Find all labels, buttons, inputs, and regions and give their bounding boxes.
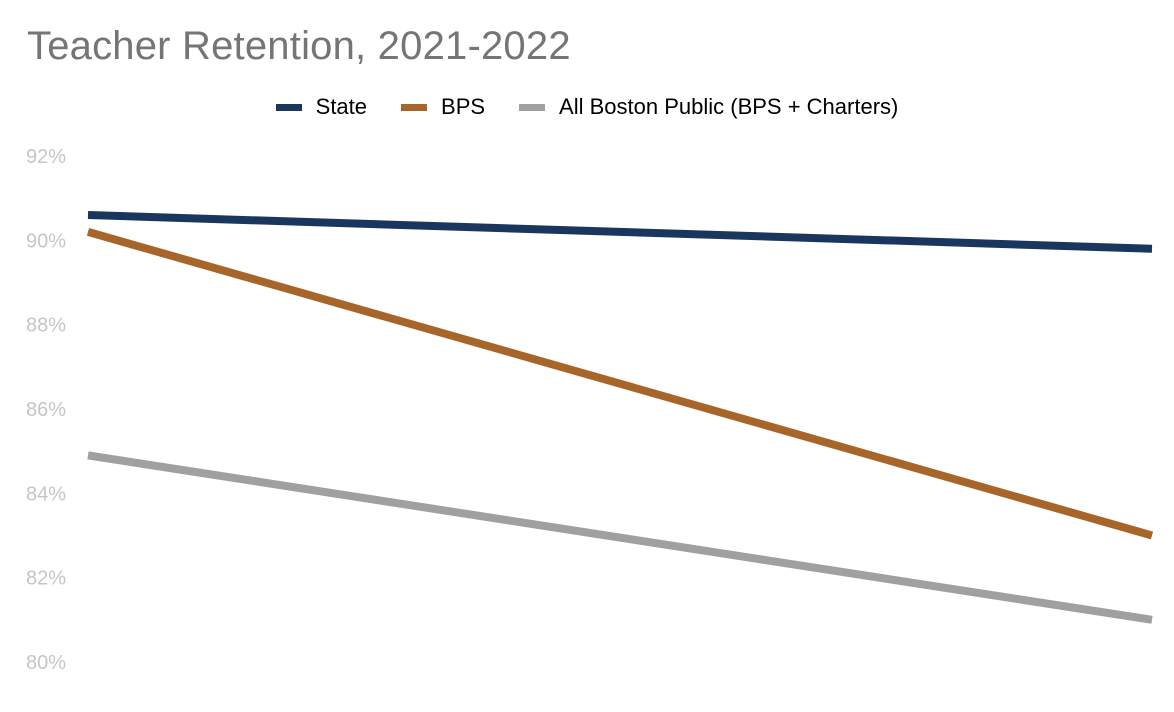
legend-item-state[interactable]: State [275,94,368,120]
legend-label-bps: BPS [441,94,486,119]
legend-label-all-boston-public: All Boston Public (BPS + Charters) [559,94,899,119]
series-line-state[interactable] [87,211,1153,253]
legend-swatch-bps [401,103,428,111]
y-tick-label: 80% [26,652,66,674]
y-axis: 80% 82% 84% 86% 88% 90% 92% [26,146,66,674]
legend-swatch-all-boston-public [519,103,546,111]
y-tick-label: 84% [26,483,66,505]
series-line-all-boston-public-bps-charters[interactable] [87,451,1153,624]
legend-item-bps[interactable]: BPS [401,94,485,120]
y-tick-label: 82% [26,568,66,590]
series-lines [86,211,1154,624]
legend-label-state: State [315,94,368,119]
legend-item-all-boston-public[interactable]: All Boston Public (BPS + Charters) [519,94,898,120]
series-line-bps[interactable] [86,228,1154,540]
chart-title: Teacher Retention, 2021-2022 [27,24,571,68]
legend-swatch-state [275,103,302,111]
y-tick-label: 90% [26,230,66,252]
chart-legend: State BPS All Boston Public (BPS + Chart… [0,94,1174,120]
y-tick-label: 86% [26,399,66,421]
y-tick-label: 92% [26,146,66,168]
y-tick-label: 88% [26,315,66,337]
